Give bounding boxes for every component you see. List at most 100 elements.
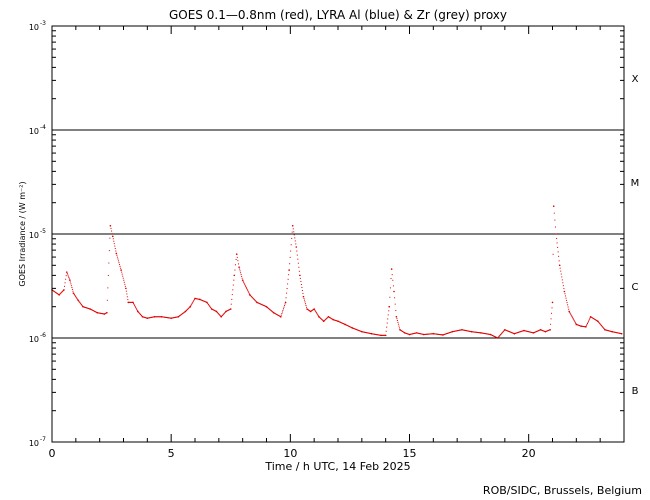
data-point: [457, 330, 459, 332]
data-point: [450, 331, 452, 333]
data-point: [396, 319, 398, 321]
data-point: [65, 278, 67, 280]
data-point: [564, 293, 566, 295]
data-point: [438, 333, 440, 335]
data-point: [499, 335, 501, 337]
data-point: [527, 330, 529, 332]
data-point: [178, 315, 180, 317]
data-point: [85, 307, 87, 309]
data-point: [77, 299, 80, 302]
data-point: [528, 331, 530, 333]
data-point: [436, 333, 438, 335]
data-point: [281, 311, 283, 313]
data-point: [383, 334, 385, 336]
data-point: [212, 309, 214, 311]
data-point: [272, 311, 275, 314]
data-point: [425, 333, 427, 335]
data-point: [475, 331, 477, 333]
data-point: [284, 301, 287, 304]
data-point: [331, 318, 333, 320]
data-point: [263, 305, 265, 307]
data-point: [225, 310, 227, 313]
data-point: [362, 331, 364, 333]
data-point: [366, 332, 368, 334]
data-point: [406, 333, 408, 335]
data-point: [506, 330, 508, 332]
data-point: [232, 289, 234, 291]
data-point: [206, 302, 208, 304]
data-point: [429, 333, 431, 335]
data-point: [80, 304, 82, 306]
data-point: [382, 334, 384, 336]
data-point: [67, 275, 69, 277]
data-point: [529, 331, 531, 333]
data-point: [539, 328, 542, 331]
data-point: [287, 283, 289, 285]
data-point: [459, 329, 461, 331]
data-point: [412, 333, 414, 335]
data-point: [357, 329, 359, 331]
data-point: [106, 311, 108, 314]
data-point: [194, 297, 196, 300]
data-point: [71, 288, 73, 290]
data-point: [548, 329, 550, 331]
data-point: [534, 331, 536, 333]
data-point: [363, 331, 365, 333]
data-point: [175, 316, 177, 318]
data-point: [520, 331, 522, 333]
data-point: [558, 264, 561, 267]
data-point: [126, 296, 128, 298]
data-point: [530, 331, 532, 333]
data-point: [58, 294, 60, 296]
data-point: [464, 329, 466, 331]
data-point: [585, 325, 587, 327]
data-point: [297, 262, 299, 264]
data-point: [492, 335, 494, 337]
data-point: [190, 305, 192, 307]
data-point: [571, 315, 573, 317]
data-point: [213, 309, 215, 311]
data-point: [182, 312, 184, 314]
x-tick-label: 0: [49, 447, 56, 460]
data-point: [269, 309, 271, 311]
data-point: [513, 332, 516, 335]
data-point: [472, 331, 474, 333]
data-point: [122, 277, 124, 279]
data-point: [300, 283, 302, 285]
data-point: [427, 333, 429, 335]
data-point: [330, 317, 332, 319]
data-point: [385, 330, 387, 332]
data-point: [568, 308, 570, 310]
data-point: [337, 320, 339, 323]
data-point: [518, 331, 520, 333]
data-point: [245, 286, 247, 288]
data-point: [396, 318, 398, 320]
data-point: [57, 293, 59, 295]
data-point: [103, 313, 106, 315]
y-tick-exponent: -7: [40, 436, 46, 443]
data-point: [250, 296, 252, 298]
data-point: [186, 309, 188, 311]
data-point: [319, 317, 321, 319]
data-point: [374, 333, 376, 335]
data-point: [534, 331, 536, 333]
data-point: [102, 313, 104, 315]
data-point: [484, 333, 486, 335]
data-point: [429, 333, 431, 335]
chart-title: GOES 0.1—0.8nm (red), LYRA Al (blue) & Z…: [169, 8, 507, 22]
data-point: [122, 275, 124, 277]
data-point: [152, 316, 154, 318]
data-point: [562, 282, 564, 284]
data-point: [340, 321, 342, 323]
data-point: [202, 300, 204, 302]
data-point: [402, 331, 404, 333]
data-point: [315, 311, 317, 313]
data-point: [190, 304, 192, 306]
data-point: [259, 303, 261, 305]
data-point: [543, 330, 545, 332]
data-point: [574, 322, 576, 324]
data-point: [187, 308, 189, 310]
data-point: [153, 315, 156, 318]
data-point: [616, 332, 618, 334]
data-point: [386, 326, 388, 328]
